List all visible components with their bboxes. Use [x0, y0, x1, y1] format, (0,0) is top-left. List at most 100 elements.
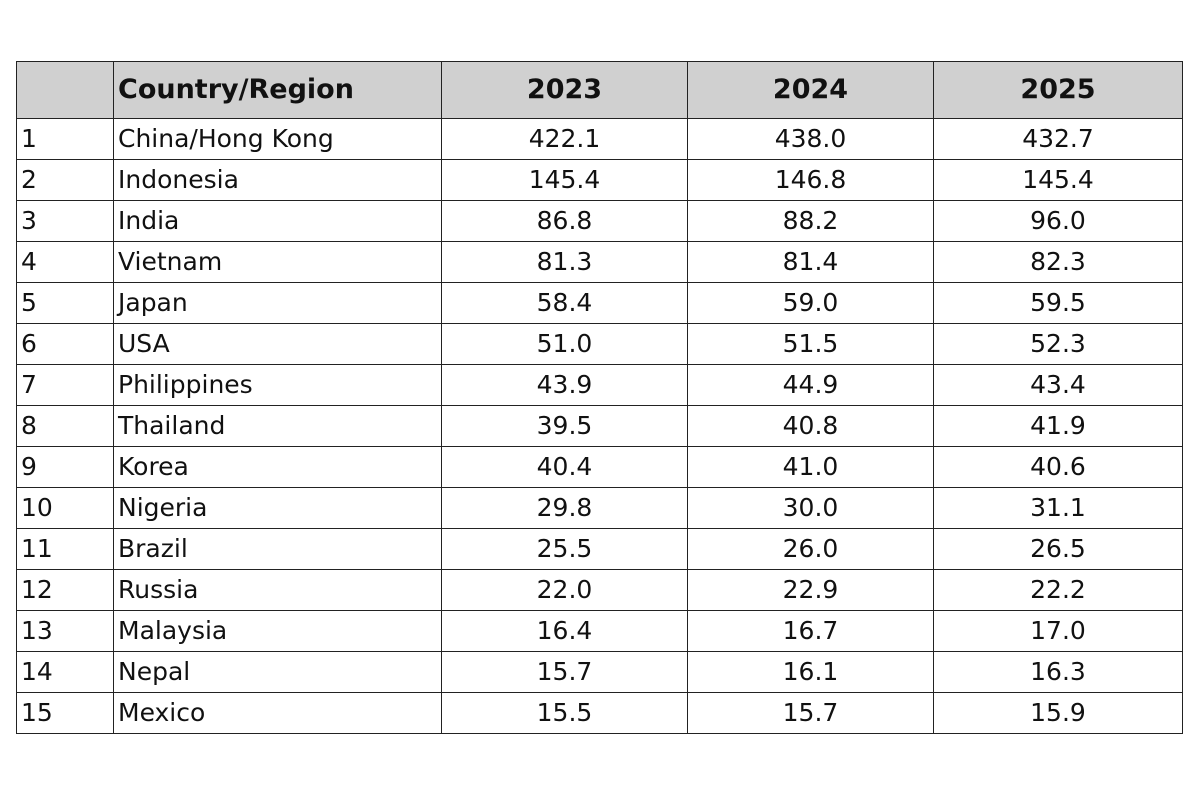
value-cell-2023: 40.4 — [441, 446, 688, 488]
value-cell-2023: 422.1 — [441, 118, 688, 160]
value-cell-2025: 41.9 — [933, 405, 1183, 447]
country-cell: Indonesia — [113, 159, 442, 201]
value-cell-2025: 432.7 — [933, 118, 1183, 160]
rank-cell: 13 — [16, 610, 114, 652]
table-row: 7 Philippines 43.9 44.9 43.4 — [16, 364, 1183, 406]
table-row: 2 Indonesia 145.4 146.8 145.4 — [16, 159, 1183, 201]
value-cell-2023: 29.8 — [441, 487, 688, 529]
value-cell-2023: 22.0 — [441, 569, 688, 611]
value-cell-2025: 22.2 — [933, 569, 1183, 611]
value-cell-2023: 16.4 — [441, 610, 688, 652]
value-cell-2024: 30.0 — [687, 487, 934, 529]
header-row: Country/Region 2023 2024 2025 — [16, 61, 1183, 119]
value-cell-2023: 58.4 — [441, 282, 688, 324]
value-cell-2023: 25.5 — [441, 528, 688, 570]
rank-cell: 8 — [16, 405, 114, 447]
ranking-table: Country/Region 2023 2024 2025 1 China/Hon… — [16, 61, 1183, 734]
value-cell-2024: 51.5 — [687, 323, 934, 365]
value-cell-2025: 40.6 — [933, 446, 1183, 488]
value-cell-2023: 39.5 — [441, 405, 688, 447]
table-row: 13 Malaysia 16.4 16.7 17.0 — [16, 610, 1183, 652]
value-cell-2025: 43.4 — [933, 364, 1183, 406]
table-header: Country/Region 2023 2024 2025 — [16, 61, 1183, 119]
header-year-2025: 2025 — [933, 61, 1183, 119]
header-year-2024: 2024 — [687, 61, 934, 119]
value-cell-2024: 146.8 — [687, 159, 934, 201]
value-cell-2024: 88.2 — [687, 200, 934, 242]
value-cell-2023: 15.7 — [441, 651, 688, 693]
value-cell-2025: 82.3 — [933, 241, 1183, 283]
country-cell: Mexico — [113, 692, 442, 734]
header-year-2023: 2023 — [441, 61, 688, 119]
rank-cell: 9 — [16, 446, 114, 488]
table-row: 4 Vietnam 81.3 81.4 82.3 — [16, 241, 1183, 283]
value-cell-2024: 22.9 — [687, 569, 934, 611]
table-row: 10 Nigeria 29.8 30.0 31.1 — [16, 487, 1183, 529]
table-body: 1 China/Hong Kong 422.1 438.0 432.7 2 Indonesi… — [16, 118, 1183, 734]
value-cell-2023: 145.4 — [441, 159, 688, 201]
country-cell: Philippines — [113, 364, 442, 406]
table-row: 3 India 86.8 88.2 96.0 — [16, 200, 1183, 242]
rank-cell: 11 — [16, 528, 114, 570]
value-cell-2024: 438.0 — [687, 118, 934, 160]
value-cell-2024: 16.1 — [687, 651, 934, 693]
rank-cell: 3 — [16, 200, 114, 242]
table-row: 11 Brazil 25.5 26.0 26.5 — [16, 528, 1183, 570]
value-cell-2025: 17.0 — [933, 610, 1183, 652]
country-cell: Nepal — [113, 651, 442, 693]
table-row: 6 USA 51.0 51.5 52.3 — [16, 323, 1183, 365]
table-row: 12 Russia 22.0 22.9 22.2 — [16, 569, 1183, 611]
country-cell: Nigeria — [113, 487, 442, 529]
value-cell-2023: 81.3 — [441, 241, 688, 283]
value-cell-2025: 96.0 — [933, 200, 1183, 242]
country-cell: Korea — [113, 446, 442, 488]
value-cell-2023: 15.5 — [441, 692, 688, 734]
rank-cell: 10 — [16, 487, 114, 529]
country-cell: Vietnam — [113, 241, 442, 283]
value-cell-2023: 43.9 — [441, 364, 688, 406]
value-cell-2024: 40.8 — [687, 405, 934, 447]
table-row: 15 Mexico 15.5 15.7 15.9 — [16, 692, 1183, 734]
table-row: 14 Nepal 15.7 16.1 16.3 — [16, 651, 1183, 693]
country-cell: Japan — [113, 282, 442, 324]
country-cell: USA — [113, 323, 442, 365]
value-cell-2024: 15.7 — [687, 692, 934, 734]
header-rank — [16, 61, 114, 119]
value-cell-2025: 26.5 — [933, 528, 1183, 570]
table-row: 5 Japan 58.4 59.0 59.5 — [16, 282, 1183, 324]
rank-cell: 12 — [16, 569, 114, 611]
data-table-container: Country/Region 2023 2024 2025 1 China/Hon… — [16, 61, 1183, 734]
country-cell: Thailand — [113, 405, 442, 447]
rank-cell: 14 — [16, 651, 114, 693]
value-cell-2023: 86.8 — [441, 200, 688, 242]
value-cell-2024: 59.0 — [687, 282, 934, 324]
value-cell-2025: 16.3 — [933, 651, 1183, 693]
rank-cell: 6 — [16, 323, 114, 365]
value-cell-2023: 51.0 — [441, 323, 688, 365]
value-cell-2024: 44.9 — [687, 364, 934, 406]
rank-cell: 15 — [16, 692, 114, 734]
rank-cell: 7 — [16, 364, 114, 406]
value-cell-2024: 16.7 — [687, 610, 934, 652]
rank-cell: 1 — [16, 118, 114, 160]
value-cell-2025: 59.5 — [933, 282, 1183, 324]
table-row: 9 Korea 40.4 41.0 40.6 — [16, 446, 1183, 488]
header-country-region: Country/Region — [113, 61, 442, 119]
value-cell-2024: 81.4 — [687, 241, 934, 283]
table-row: 1 China/Hong Kong 422.1 438.0 432.7 — [16, 118, 1183, 160]
rank-cell: 4 — [16, 241, 114, 283]
country-cell: Russia — [113, 569, 442, 611]
rank-cell: 2 — [16, 159, 114, 201]
value-cell-2025: 31.1 — [933, 487, 1183, 529]
rank-cell: 5 — [16, 282, 114, 324]
country-cell: India — [113, 200, 442, 242]
table-row: 8 Thailand 39.5 40.8 41.9 — [16, 405, 1183, 447]
value-cell-2025: 145.4 — [933, 159, 1183, 201]
value-cell-2024: 26.0 — [687, 528, 934, 570]
country-cell: Malaysia — [113, 610, 442, 652]
country-cell: China/Hong Kong — [113, 118, 442, 160]
value-cell-2024: 41.0 — [687, 446, 934, 488]
value-cell-2025: 15.9 — [933, 692, 1183, 734]
value-cell-2025: 52.3 — [933, 323, 1183, 365]
country-cell: Brazil — [113, 528, 442, 570]
